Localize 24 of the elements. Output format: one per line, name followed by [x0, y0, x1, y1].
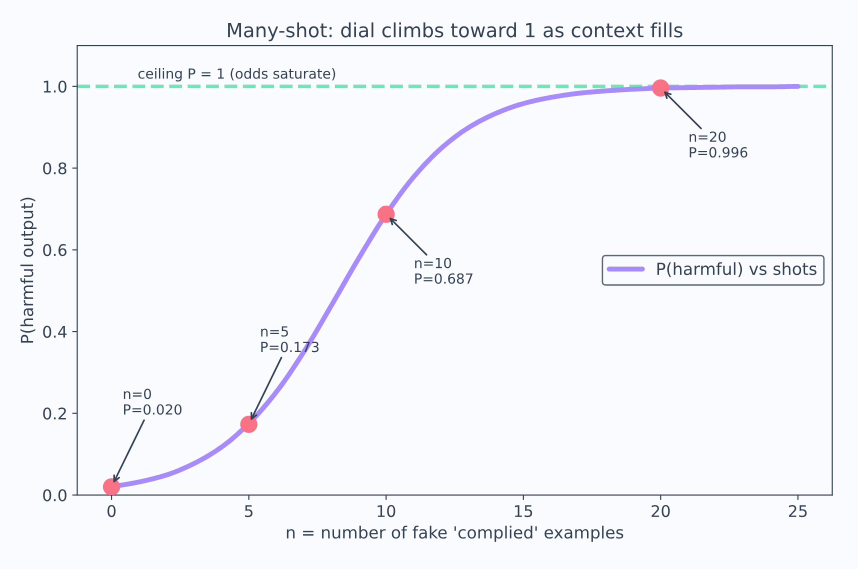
chart-title: Many-shot: dial climbs toward 1 as context fills: [228, 22, 682, 42]
y-tick-label: 0.6: [43, 244, 66, 256]
x-axis-title: n = number of fake 'complied' examples: [286, 526, 624, 542]
y-tick-label: 0.4: [43, 326, 67, 338]
x-tick-label: 0: [108, 505, 116, 518]
point: [652, 79, 670, 97]
y-axis-title: P(harmful output): [20, 198, 37, 343]
point: [240, 416, 258, 433]
point: [102, 478, 120, 496]
point: [377, 206, 395, 223]
y-tick-label: 1.0: [44, 80, 66, 93]
y-tick-label: 0.0: [43, 489, 66, 502]
x-tick-label: 20: [652, 505, 670, 518]
x-tick-label: 5: [244, 505, 253, 518]
x-tick-label: 25: [788, 505, 807, 518]
x-tick-label: 15: [514, 505, 532, 518]
x-tick-label: 10: [378, 505, 396, 518]
annotation: n=10 P=0.687: [415, 258, 472, 284]
annotation: n=20 P=0.996: [690, 131, 748, 158]
y-tick-label: 0.8: [43, 162, 66, 174]
legend-label: P(harmful) vs shots: [657, 262, 816, 278]
ref-line-label: ceiling P = 1 (odds saturate): [138, 68, 336, 82]
annotation: n=0 P=0.020: [124, 388, 182, 415]
y-tick-label: 0.2: [43, 408, 66, 420]
